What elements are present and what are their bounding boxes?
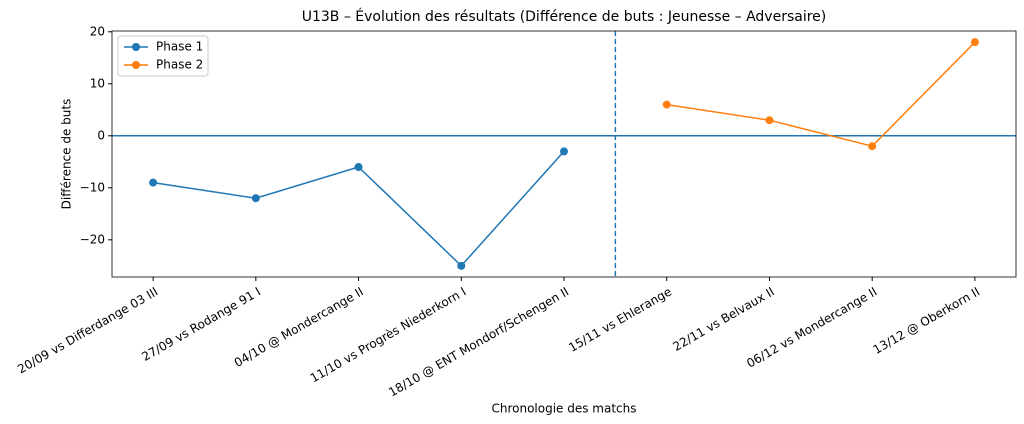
data-point bbox=[662, 100, 671, 109]
legend-marker bbox=[132, 43, 140, 51]
legend-label: Phase 2 bbox=[156, 58, 203, 72]
data-point bbox=[970, 38, 979, 47]
data-point bbox=[251, 194, 260, 203]
legend-marker bbox=[132, 61, 140, 69]
y-tick-label: 0 bbox=[97, 128, 105, 142]
legend: Phase 1 Phase 2 bbox=[117, 35, 209, 77]
y-tick-label: −10 bbox=[80, 180, 105, 194]
y-tick-label: 20 bbox=[90, 24, 105, 38]
x-axis-label: Chronologie des matchs bbox=[491, 402, 636, 416]
series-line bbox=[666, 41, 976, 148]
data-point bbox=[354, 163, 363, 172]
data-point bbox=[457, 261, 466, 270]
plot-frame bbox=[111, 30, 1017, 278]
legend-box bbox=[117, 35, 209, 77]
legend-label: Phase 1 bbox=[156, 40, 203, 54]
data-point bbox=[765, 116, 774, 125]
y-tick-label: −20 bbox=[80, 232, 105, 246]
y-tick-label: 10 bbox=[90, 76, 105, 90]
y-axis-label: Différence de buts bbox=[60, 99, 74, 210]
data-point bbox=[560, 147, 568, 156]
chart-title: U13B – Évolution des résultats (Différen… bbox=[302, 8, 827, 25]
data-point bbox=[868, 142, 877, 151]
data-point bbox=[149, 178, 158, 187]
